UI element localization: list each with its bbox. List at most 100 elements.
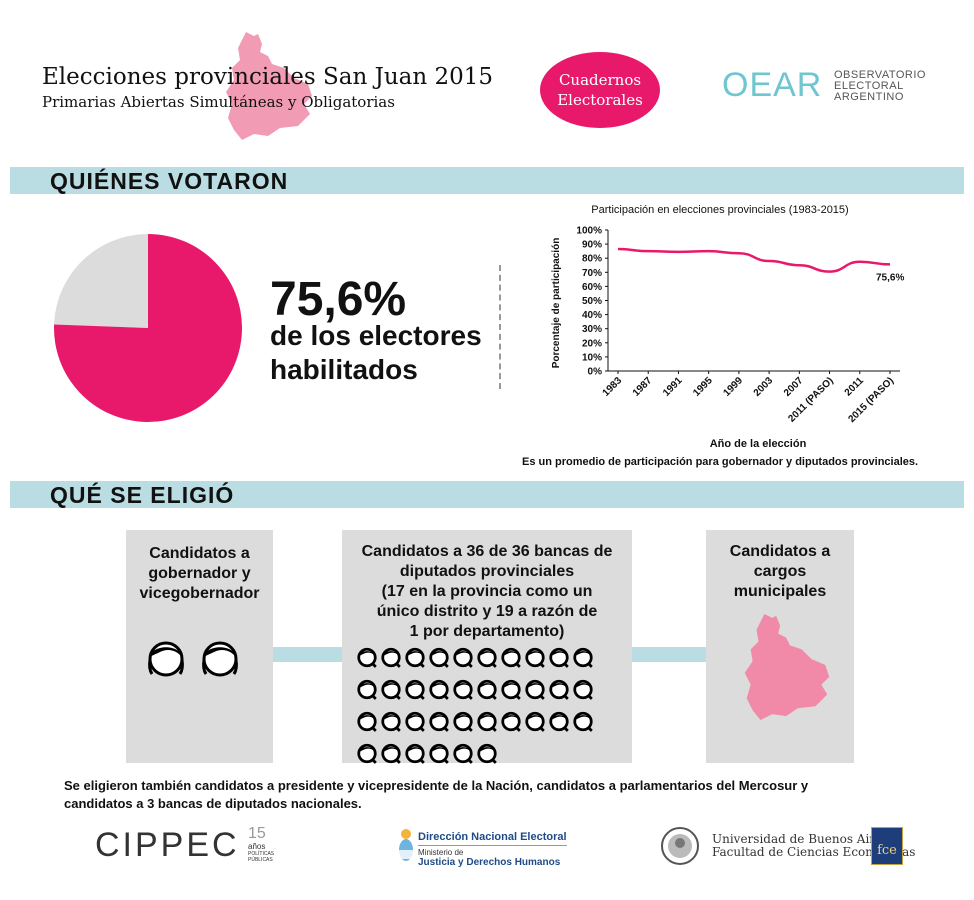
page-title: Elecciones provinciales San Juan 2015 xyxy=(42,64,494,90)
badge-line-2: Electorales xyxy=(557,91,643,109)
deputy-face-icon xyxy=(501,647,521,668)
deputy-face-icon xyxy=(405,711,425,732)
chart-y-tick-label: 90% xyxy=(582,240,602,251)
uba-line-2: Facultad de Ciencias Económicas xyxy=(712,845,916,859)
turnout-value: 75,6% xyxy=(270,273,407,326)
chart-y-tick-label: 80% xyxy=(582,254,602,265)
deputy-face-icon xyxy=(573,711,593,732)
chart-ylabel: Porcentaje de participación xyxy=(551,238,562,369)
footnote: Se eligieron también candidatos a presid… xyxy=(64,777,944,813)
box-municipal-line-1: Candidatos a xyxy=(729,543,831,560)
candidate-face-icon xyxy=(202,641,238,677)
deputy-face-icon xyxy=(357,743,377,764)
chart-x-tick-label: 1987 xyxy=(631,375,655,399)
chart-x-tick-label: 1991 xyxy=(661,375,685,399)
box-municipal: Candidatos a cargos municipales xyxy=(706,530,854,763)
deputy-face-icon xyxy=(501,711,521,732)
box-governor-text: Candidatos a gobernador y vicegobernador xyxy=(126,544,273,604)
dne-logo: Dirección Nacional Electoral Ministerio … xyxy=(418,832,567,868)
cippec-logo: CIPPEC xyxy=(95,826,240,864)
turnout-pie-chart xyxy=(54,234,242,422)
uba-line-1: Universidad de Buenos Aires xyxy=(712,832,889,846)
badge-line-1: Cuadernos xyxy=(558,71,642,89)
connector-right xyxy=(632,647,707,662)
deputy-face-icon xyxy=(573,647,593,668)
chart-end-label: 75,6% xyxy=(876,272,904,283)
chart-x-tick-label: 2003 xyxy=(752,375,776,399)
deputy-face-icon xyxy=(453,711,473,732)
deputy-face-icon xyxy=(477,711,497,732)
deputy-face-icon xyxy=(405,679,425,700)
governor-icons xyxy=(146,638,256,682)
cippec-pp-2: PÚBLICAS xyxy=(248,857,273,863)
province-map-header xyxy=(226,32,312,140)
dne-title: Dirección Nacional Electoral xyxy=(418,832,567,846)
chart-y-tick-label: 10% xyxy=(582,352,602,363)
dne-ministerio: Ministerio de xyxy=(418,848,464,857)
deputy-face-icon xyxy=(549,679,569,700)
deputy-face-icon xyxy=(357,647,377,668)
deputy-face-icon xyxy=(405,647,425,668)
chart-xlabel: Año de la elección xyxy=(710,438,807,450)
footnote-line-1: Se eligieron también candidatos a presid… xyxy=(64,778,809,793)
chart-y-tick-label: 30% xyxy=(582,324,602,335)
argentina-coat-of-arms-icon xyxy=(399,829,413,861)
deputy-face-icon xyxy=(429,743,449,764)
chart-y-tick-label: 40% xyxy=(582,310,602,321)
box-governor: Candidatos a gobernador y vicegobernador xyxy=(126,530,273,763)
province-map-municipal xyxy=(744,613,830,721)
box-deputies: Candidatos a 36 de 36 bancas de diputado… xyxy=(342,530,632,764)
deputy-face-icon xyxy=(381,711,401,732)
box-municipal-line-3: municipales xyxy=(733,583,827,600)
section-title-what-elected: QUÉ SE ELIGIÓ xyxy=(50,482,235,508)
chart-y-tick-label: 50% xyxy=(582,296,602,307)
pie-slice-abstention xyxy=(54,234,148,328)
deputy-face-icon xyxy=(525,647,545,668)
box-municipal-line-2: cargos xyxy=(753,563,807,580)
deputy-face-icon xyxy=(549,647,569,668)
oear-line-2: ELECTORAL xyxy=(834,80,904,92)
cuadernos-badge: Cuadernos Electorales xyxy=(540,52,660,128)
box-deputies-line-1: Candidatos a 36 de 36 bancas de xyxy=(361,543,613,560)
oear-line-3: ARGENTINO xyxy=(834,91,904,103)
deputy-face-icon xyxy=(429,679,449,700)
deputy-face-icon xyxy=(549,711,569,732)
uba-seal-icon xyxy=(661,827,699,865)
box-deputies-line-3: (17 en la provincia como un xyxy=(381,583,593,600)
connector-left xyxy=(272,647,342,662)
deputy-face-icon xyxy=(453,743,473,764)
deputy-face-icon xyxy=(501,679,521,700)
chart-x-tick-label: 1983 xyxy=(601,375,625,399)
oear-logo-text: OBSERVATORIO ELECTORAL ARGENTINO xyxy=(834,70,926,103)
deputy-face-icon xyxy=(573,679,593,700)
chart-y-tick-label: 70% xyxy=(582,268,602,279)
chart-y-tick-label: 20% xyxy=(582,338,602,349)
participation-line-chart: Participación en elecciones provinciales… xyxy=(551,204,904,450)
cippec-anos: años xyxy=(248,842,266,851)
section-title-who-voted: QUIÉNES VOTARON xyxy=(50,168,289,194)
box-deputies-line-2: diputados provinciales xyxy=(399,563,575,580)
box-governor-line-1: Candidatos a xyxy=(149,545,250,562)
deputy-face-icon xyxy=(453,647,473,668)
section-band-what-elected xyxy=(10,481,964,508)
chart-y-tick-label: 0% xyxy=(588,367,603,378)
pie-slice-turnout xyxy=(54,234,242,422)
box-governor-line-2: gobernador y xyxy=(148,565,251,582)
oear-logo-mark: OEAR xyxy=(722,66,823,104)
deputy-face-icon xyxy=(525,711,545,732)
deputy-face-icon xyxy=(477,679,497,700)
chart-x-tick-label: 2011 xyxy=(843,375,866,398)
section-band-who-voted xyxy=(10,167,964,194)
chart-x-tick-label: 1999 xyxy=(721,375,745,399)
deputy-face-icon xyxy=(477,743,497,764)
chart-x-tick-label: 1995 xyxy=(691,375,715,399)
chart-note: Es un promedio de participación para gob… xyxy=(522,456,919,468)
oear-line-1: OBSERVATORIO xyxy=(834,69,926,81)
chart-x-tick-label: 2007 xyxy=(782,375,806,399)
participation-series-line xyxy=(617,247,891,273)
dashed-separator xyxy=(499,265,501,389)
uba-logo-text: Universidad de Buenos Aires Facultad de … xyxy=(712,833,915,859)
turnout-line-1: de los electores xyxy=(270,320,482,351)
deputy-face-icon xyxy=(381,743,401,764)
box-municipal-text: Candidatos a cargos municipales xyxy=(706,542,854,602)
